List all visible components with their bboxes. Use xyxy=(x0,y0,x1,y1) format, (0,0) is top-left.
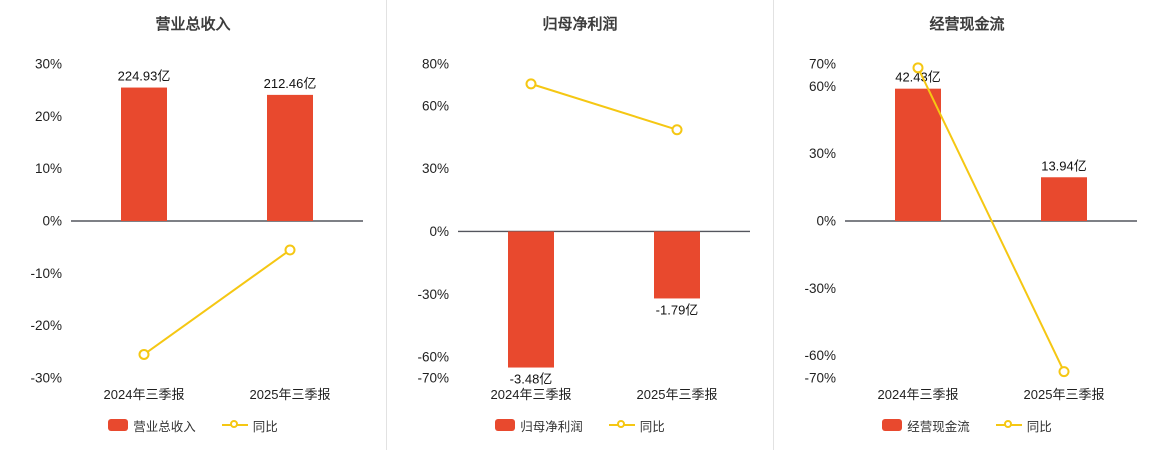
bar-1 xyxy=(1041,177,1087,221)
bar-0 xyxy=(895,88,941,221)
y-tick-label: 30% xyxy=(809,146,836,161)
x-category-label: 2024年三季报 xyxy=(104,387,185,402)
chart-title-net-profit: 归母净利润 xyxy=(542,16,618,33)
bar-0 xyxy=(121,87,167,221)
y-tick-label: -30% xyxy=(804,281,836,296)
legend-item-yoy-line[interactable]: 同比 xyxy=(608,416,665,435)
bar-swatch-icon xyxy=(495,419,516,431)
yoy-trend-line xyxy=(530,82,678,131)
yoy-marker xyxy=(1058,366,1070,378)
bar-0 xyxy=(508,231,554,368)
y-tick-label: 10% xyxy=(35,161,62,176)
bar-value-label: 212.46亿 xyxy=(264,76,317,91)
cash-flow-chart-legend: 经营现金流 同比 xyxy=(882,414,1052,436)
chart-title-cash-flow: 经营现金流 xyxy=(929,16,1005,33)
chart-title-revenue: 营业总收入 xyxy=(155,16,231,33)
y-tick-label: 70% xyxy=(809,57,836,72)
y-tick-label: 30% xyxy=(422,161,449,176)
bar-value-label: 42.43亿 xyxy=(895,70,941,85)
legend-item-net-profit-bar[interactable]: 归母净利润 xyxy=(495,416,583,435)
legend-item-yoy-line[interactable]: 同比 xyxy=(221,416,278,435)
bar-swatch-icon xyxy=(882,419,903,431)
legend-item-revenue-bar[interactable]: 营业总收入 xyxy=(108,416,196,435)
bar-value-label: -1.79亿 xyxy=(656,302,699,317)
y-tick-label: 0% xyxy=(429,224,449,239)
revenue-chart-legend: 营业总收入 同比 xyxy=(108,414,278,436)
yoy-marker xyxy=(525,78,537,90)
y-tick-label: 60% xyxy=(422,98,449,113)
legend-label: 同比 xyxy=(639,419,665,434)
net-profit-chart-canvas: 80% 60% 30% 0% -30% -60% -70% -3.48亿 -1.79亿 2024年… xyxy=(417,57,750,402)
x-category-label: 2025年三季报 xyxy=(250,387,331,402)
legend-label: 营业总收入 xyxy=(133,419,196,434)
y-tick-label: 0% xyxy=(42,214,62,229)
y-tick-label: -10% xyxy=(30,266,62,281)
x-category-label: 2025年三季报 xyxy=(637,387,718,402)
x-category-label: 2025年三季报 xyxy=(1024,387,1105,402)
net-profit-chart-legend: 归母净利润 同比 xyxy=(495,414,665,436)
bar-value-label: 13.94亿 xyxy=(1041,158,1087,173)
yoy-trend-line xyxy=(917,67,1065,373)
line-marker-icon xyxy=(608,419,635,431)
line-marker-icon xyxy=(221,419,248,431)
y-tick-label: -60% xyxy=(417,350,449,365)
y-tick-label: 30% xyxy=(35,57,62,72)
bar-swatch-icon xyxy=(108,419,129,431)
line-marker-icon xyxy=(995,419,1022,431)
y-tick-label: -30% xyxy=(417,287,449,302)
x-category-label: 2024年三季报 xyxy=(491,387,572,402)
yoy-trend-line xyxy=(143,249,291,356)
y-tick-label: 20% xyxy=(35,109,62,124)
y-tick-label: -70% xyxy=(804,371,836,386)
bar-value-label: 224.93亿 xyxy=(118,69,171,84)
legend-item-yoy-line[interactable]: 同比 xyxy=(995,416,1052,435)
y-tick-label: -70% xyxy=(417,371,449,386)
chart-panel-net-profit: 归母净利润 80% 60% 30% 0% -30% -60% -70% -3.48亿 -1.79… xyxy=(386,0,773,450)
bar-value-label: -3.48亿 xyxy=(510,372,553,387)
legend-label: 同比 xyxy=(1026,419,1052,434)
bar-1 xyxy=(654,231,700,299)
yoy-marker xyxy=(671,124,683,136)
legend-label: 归母净利润 xyxy=(520,419,583,434)
chart-panel-revenue: 营业总收入 30% 20% 10% 0% -10% -20% -30% 224.93亿 212.… xyxy=(0,0,386,450)
y-tick-label: -30% xyxy=(30,371,62,386)
yoy-marker xyxy=(138,348,150,360)
y-tick-label: 60% xyxy=(809,79,836,94)
legend-label: 同比 xyxy=(252,419,278,434)
bar-1 xyxy=(267,94,313,221)
yoy-marker xyxy=(284,244,296,256)
y-tick-label: -20% xyxy=(30,318,62,333)
y-tick-label: -60% xyxy=(804,348,836,363)
yoy-marker xyxy=(912,62,924,74)
legend-label: 经营现金流 xyxy=(907,419,970,434)
chart-panel-cash-flow: 经营现金流 70% 60% 30% 0% -30% -60% -70% 42.43亿 13.94… xyxy=(773,0,1160,450)
revenue-chart-canvas: 30% 20% 10% 0% -10% -20% -30% 224.93亿 212.46亿 202… xyxy=(30,57,363,402)
cash-flow-chart-canvas: 70% 60% 30% 0% -30% -60% -70% 42.43亿 13.94亿 2024年… xyxy=(804,57,1137,402)
y-tick-label: 80% xyxy=(422,57,449,72)
x-category-label: 2024年三季报 xyxy=(878,387,959,402)
legend-item-cash-flow-bar[interactable]: 经营现金流 xyxy=(882,416,970,435)
y-tick-label: 0% xyxy=(816,214,836,229)
